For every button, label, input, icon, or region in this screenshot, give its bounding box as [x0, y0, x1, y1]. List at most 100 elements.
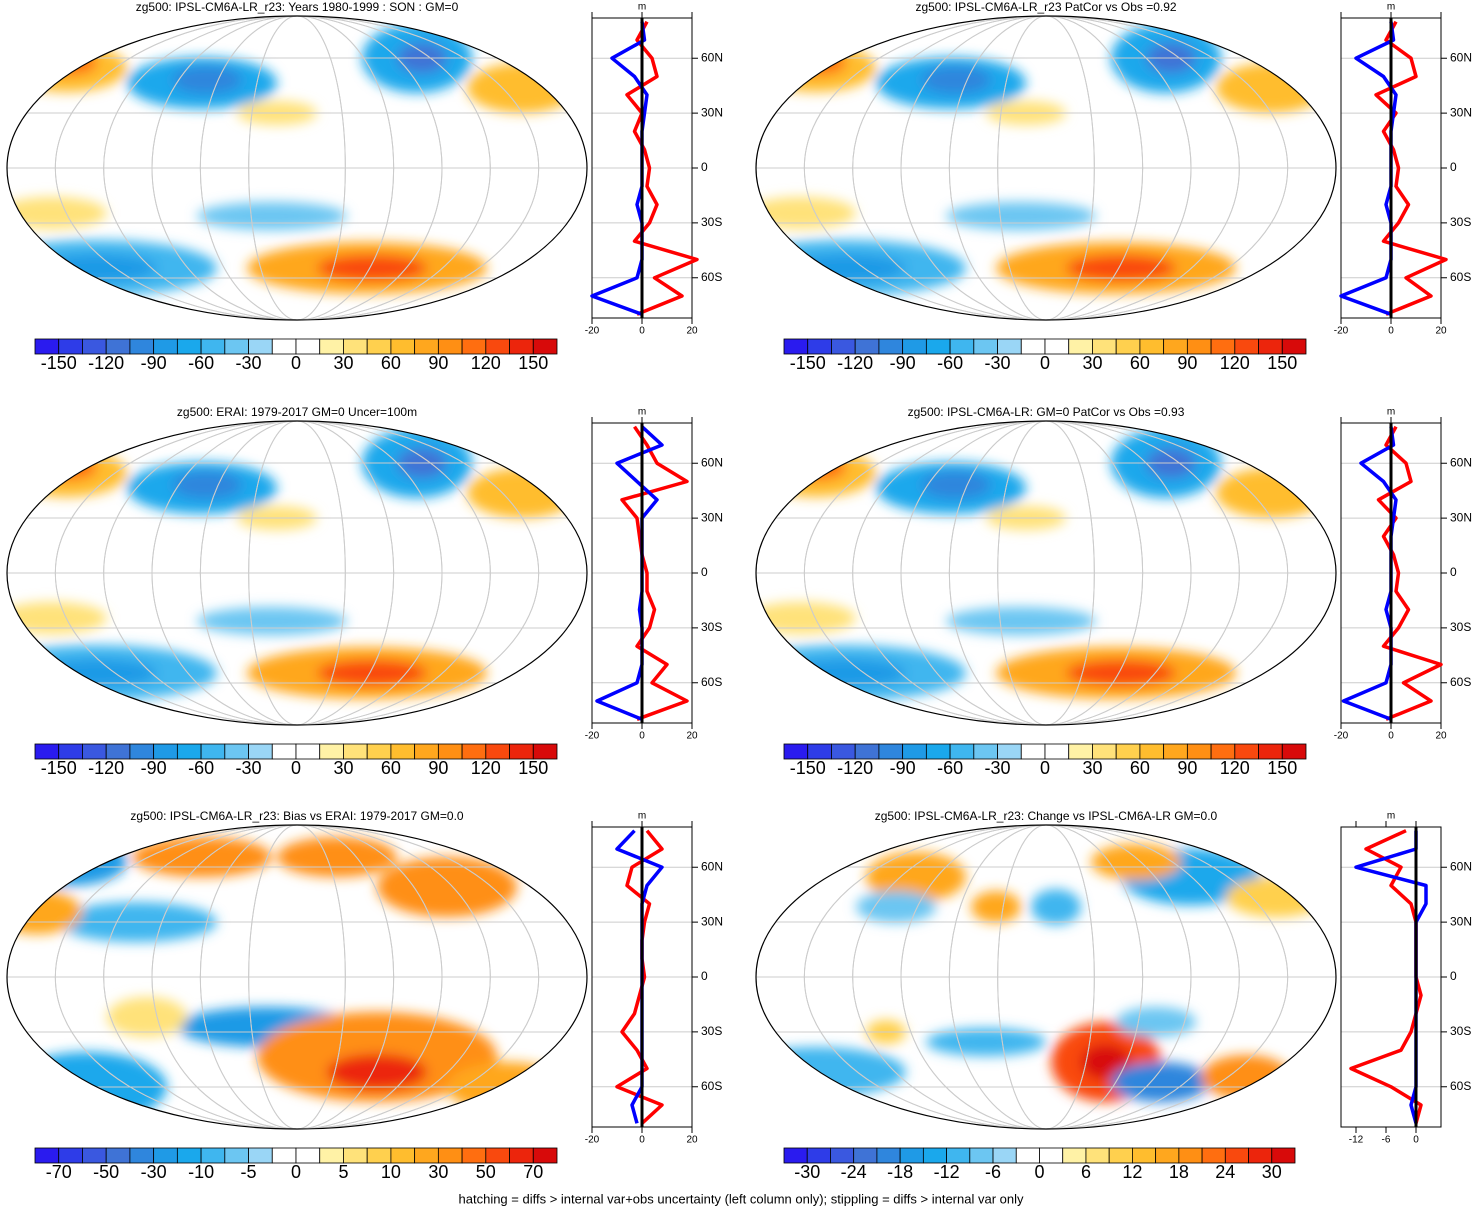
anomaly-blob [277, 837, 397, 877]
colorbar-box [973, 338, 998, 355]
map-border [6, 420, 588, 726]
y-tick-label: 30S [701, 620, 722, 634]
y-tick-label: 0 [1450, 160, 1457, 174]
colorbar-box [1015, 1147, 1040, 1164]
colorbar-label: 30 [1262, 1162, 1282, 1182]
colorbar-label: 30 [333, 353, 353, 373]
colorbar-box [1178, 1147, 1203, 1164]
profile-line [625, 20, 699, 316]
colorbar-box [807, 743, 832, 760]
colorbar-label: 0 [291, 758, 301, 778]
colorbar-box [854, 338, 880, 355]
colorbar-box [105, 338, 131, 355]
y-tick-label: 30S [1450, 620, 1471, 634]
anomaly-blob [756, 197, 856, 229]
colorbar-box [461, 743, 487, 760]
colorbar-box [437, 338, 463, 355]
colorbar-label: 120 [1220, 353, 1250, 373]
colorbar-box [200, 743, 226, 760]
x-tick-label: -20 [585, 731, 600, 742]
x-tick-label: 0 [1388, 326, 1394, 337]
profile-unit: m [638, 2, 646, 13]
colorbar-box [1163, 743, 1188, 760]
map-border [755, 420, 1337, 726]
y-tick-label: 0 [701, 565, 708, 579]
colorbar-label: -120 [837, 353, 873, 373]
colorbar-box [153, 743, 178, 760]
x-tick-label: -20 [1334, 731, 1349, 742]
colorbar-box [1163, 338, 1188, 355]
colorbar-box [1258, 743, 1283, 760]
colorbar-label: 120 [471, 758, 501, 778]
colorbar-box [1210, 743, 1236, 760]
anomaly-blob [1216, 63, 1326, 113]
profile-line [1374, 20, 1448, 316]
y-tick-label: 30N [1450, 914, 1472, 928]
anomaly-blob [7, 44, 127, 92]
panel: zg500: IPSL-CM6A-LR_r23: Bias vs ERAI: 1… [6, 809, 723, 1182]
meridian [803, 16, 1289, 320]
meridian [900, 16, 1192, 320]
colorbar-box [295, 1147, 321, 1164]
colorbar-label: 0 [291, 1162, 301, 1182]
colorbar-box [902, 338, 927, 355]
anomaly-blob [107, 997, 187, 1037]
colorbar-box [366, 743, 392, 760]
colorbar-box [946, 1147, 971, 1164]
colorbar-box [58, 1147, 83, 1164]
y-tick-label: 0 [1450, 565, 1457, 579]
y-tick-label: 0 [701, 160, 708, 174]
colorbar-label: 150 [518, 758, 548, 778]
map-title: zg500: IPSL-CM6A-LR: GM=0 PatCor vs Obs … [908, 405, 1185, 419]
anomaly-blob [327, 1054, 427, 1090]
colorbar-label: 30 [1082, 758, 1102, 778]
colorbar-box [949, 743, 975, 760]
colorbar-box [414, 743, 439, 760]
colorbar-box [82, 338, 107, 355]
anomaly-blob [7, 838, 127, 886]
colorbar-label: 12 [1122, 1162, 1142, 1182]
anomaly-blob [7, 602, 107, 634]
colorbar-label: -120 [837, 758, 873, 778]
colorbar-box [390, 743, 416, 760]
meridian [803, 421, 1289, 725]
colorbar-label: 60 [1130, 758, 1150, 778]
colorbar-label: 150 [1267, 758, 1297, 778]
x-tick-label: -12 [1349, 1135, 1364, 1146]
colorbar-box [224, 338, 249, 355]
anomaly-blob [1031, 889, 1081, 925]
anomaly-blob [1216, 468, 1326, 518]
colorbar-box [1186, 338, 1212, 355]
map-title: zg500: IPSL-CM6A-LR_r23: Bias vs ERAI: 1… [130, 809, 463, 823]
colorbar-box [1092, 743, 1117, 760]
colorbar-box [319, 338, 344, 355]
x-tick-label: -20 [1334, 326, 1349, 337]
colorbar-box [878, 743, 904, 760]
meridian [199, 16, 395, 320]
colorbar-label: 0 [291, 353, 301, 373]
anomaly-blob [467, 63, 577, 113]
meridian [948, 16, 1144, 320]
x-tick-label: 0 [639, 1135, 645, 1146]
y-tick-label: 60S [701, 675, 722, 689]
colorbar-box [461, 1147, 487, 1164]
colorbar-label: -90 [890, 353, 916, 373]
profile-unit: m [638, 811, 646, 822]
colorbar-box [200, 338, 226, 355]
profile-line [620, 425, 689, 721]
y-tick-label: 60S [1450, 675, 1471, 689]
profile-frame [1340, 826, 1442, 1128]
colorbar-box [414, 338, 439, 355]
colorbar-label: 18 [1169, 1162, 1189, 1182]
colorbar-label: -90 [141, 758, 167, 778]
colorbar-box [485, 743, 510, 760]
colorbar-box [1210, 338, 1236, 355]
colorbar-label: 70 [523, 1162, 543, 1182]
colorbar-box [105, 1147, 131, 1164]
profile-unit: m [1387, 407, 1395, 418]
anomaly-blob [866, 852, 966, 902]
colorbar-label: -30 [236, 758, 262, 778]
meridian [997, 825, 1095, 1129]
colorbar-label: 60 [381, 353, 401, 373]
colorbar-box [1115, 743, 1141, 760]
